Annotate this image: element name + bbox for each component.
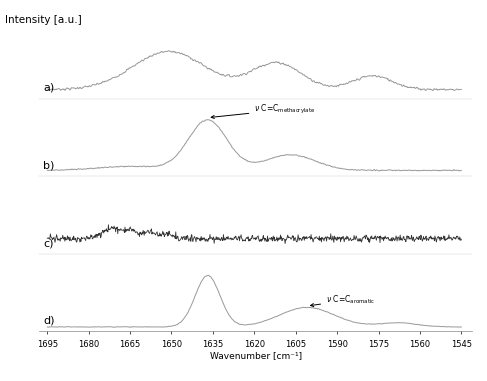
Text: Intensity [a.u.]: Intensity [a.u.]: [5, 15, 82, 25]
Text: $\nu$ C=C$_{\mathregular{aromatic}}$: $\nu$ C=C$_{\mathregular{aromatic}}$: [311, 294, 375, 307]
Text: c): c): [43, 238, 54, 248]
Text: b): b): [43, 160, 55, 170]
Text: a): a): [43, 83, 55, 93]
Text: d): d): [43, 316, 55, 326]
X-axis label: Wavenumber [cm⁻¹]: Wavenumber [cm⁻¹]: [209, 352, 302, 360]
Text: $\nu$ C=C$_{\mathregular{methacrylate}}$: $\nu$ C=C$_{\mathregular{methacrylate}}$: [211, 103, 316, 118]
